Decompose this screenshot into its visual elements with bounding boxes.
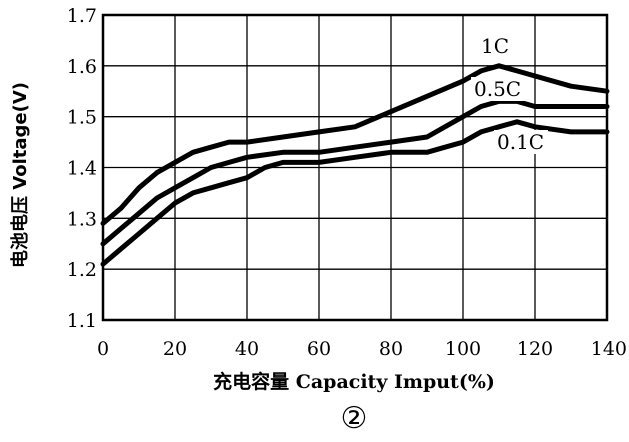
series-line bbox=[100, 98, 610, 247]
grid bbox=[103, 15, 607, 320]
x-tick-label: 140 bbox=[591, 338, 627, 360]
x-tick-label: 100 bbox=[445, 338, 481, 360]
figure-number: ② bbox=[341, 401, 368, 436]
y-tick-label: 1.5 bbox=[67, 107, 97, 129]
y-tick-label: 1.7 bbox=[67, 5, 97, 27]
y-tick-label: 1.3 bbox=[67, 208, 97, 230]
y-tick-label: 1.6 bbox=[67, 56, 97, 78]
series-label-background bbox=[471, 77, 525, 101]
series-labels: 1C 0.5C 0.1C bbox=[471, 34, 548, 154]
x-tick-label: 40 bbox=[235, 338, 259, 360]
series-label-background bbox=[494, 130, 548, 154]
series-label: 0.5C bbox=[474, 77, 521, 101]
series-line bbox=[100, 119, 610, 267]
y-axis-ticks: 1.1 1.2 1.3 1.4 1.5 1.6 1.7 bbox=[67, 5, 97, 332]
series-lines bbox=[100, 63, 610, 267]
y-axis-label: 电池电压 Voltage(V) bbox=[9, 82, 31, 268]
plot-frame bbox=[101, 13, 609, 322]
x-tick-label: 120 bbox=[517, 338, 553, 360]
x-tick-label: 20 bbox=[163, 338, 187, 360]
x-axis-label: 充电容量 Capacity Imput(%) bbox=[213, 370, 495, 393]
series-line bbox=[100, 63, 610, 226]
x-tick-label: 60 bbox=[307, 338, 331, 360]
x-axis-ticks: 0 20 40 60 80 100 120 140 bbox=[97, 338, 627, 360]
y-tick-label: 1.1 bbox=[67, 310, 97, 332]
y-tick-label: 1.2 bbox=[67, 259, 97, 281]
series-label-background bbox=[478, 34, 508, 58]
x-tick-label: 80 bbox=[379, 338, 403, 360]
series-label: 0.1C bbox=[497, 130, 544, 154]
x-tick-label: 0 bbox=[97, 338, 109, 360]
series-label: 1C bbox=[481, 34, 509, 58]
y-tick-label: 1.4 bbox=[67, 158, 97, 180]
